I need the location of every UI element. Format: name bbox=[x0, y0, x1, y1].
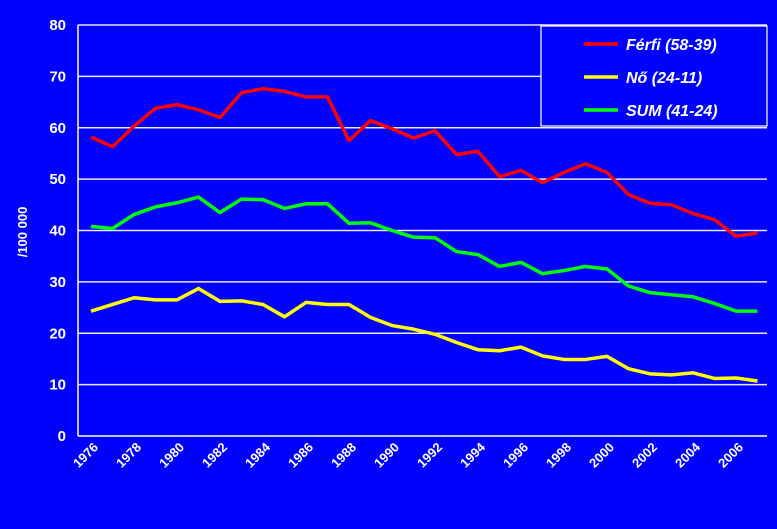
gridlines bbox=[78, 24, 767, 386]
y-tick-label: 80 bbox=[49, 17, 66, 34]
x-tick-label: 1982 bbox=[199, 440, 230, 471]
x-tick-label: 2004 bbox=[672, 439, 704, 471]
series-lines bbox=[90, 86, 758, 383]
x-tick-label: 1992 bbox=[414, 440, 445, 471]
x-tick-label: 1994 bbox=[457, 439, 489, 471]
x-tick-label: 2002 bbox=[629, 440, 660, 471]
y-axis-label: /100 000 bbox=[15, 207, 30, 258]
x-tick-label: 1984 bbox=[242, 439, 274, 471]
y-tick-label: 0 bbox=[58, 428, 66, 445]
x-tick-label: 1976 bbox=[70, 440, 101, 471]
legend-label: Férfi (58-39) bbox=[626, 37, 717, 54]
series-line-2 bbox=[90, 195, 758, 313]
series-line-1 bbox=[90, 286, 758, 383]
x-tick-labels: 1976 1978 1980 1982 1984 1986 1988 1990 1992 1994… bbox=[70, 439, 746, 471]
x-tick-label: 1996 bbox=[500, 440, 531, 471]
legend-label: Nő (24-11) bbox=[626, 70, 702, 87]
y-tick-labels: 0 10 20 30 40 50 60 70 80 bbox=[49, 17, 66, 445]
y-tick-label: 10 bbox=[49, 377, 66, 394]
x-tick-label: 1978 bbox=[113, 440, 144, 471]
y-tick-label: 20 bbox=[49, 325, 66, 342]
y-tick-label: 50 bbox=[49, 171, 66, 188]
x-tick-label: 2000 bbox=[586, 440, 617, 471]
y-tick-label: 40 bbox=[49, 223, 66, 240]
y-tick-label: 70 bbox=[49, 68, 66, 85]
y-tick-label: 30 bbox=[49, 274, 66, 291]
x-tick-label: 1998 bbox=[543, 440, 574, 471]
x-tick-label: 1990 bbox=[371, 440, 402, 471]
y-tick-label: 60 bbox=[49, 120, 66, 137]
x-tick-label: 1986 bbox=[285, 440, 316, 471]
x-tick-label: 1980 bbox=[156, 440, 187, 471]
legend-label: SUM (41-24) bbox=[626, 103, 718, 120]
x-tick-label: 1988 bbox=[328, 440, 359, 471]
legend: Férfi (58-39) Nő (24-11) SUM (41-24) bbox=[540, 25, 768, 127]
series-line-0 bbox=[90, 86, 758, 238]
x-tick-label: 2006 bbox=[715, 440, 746, 471]
